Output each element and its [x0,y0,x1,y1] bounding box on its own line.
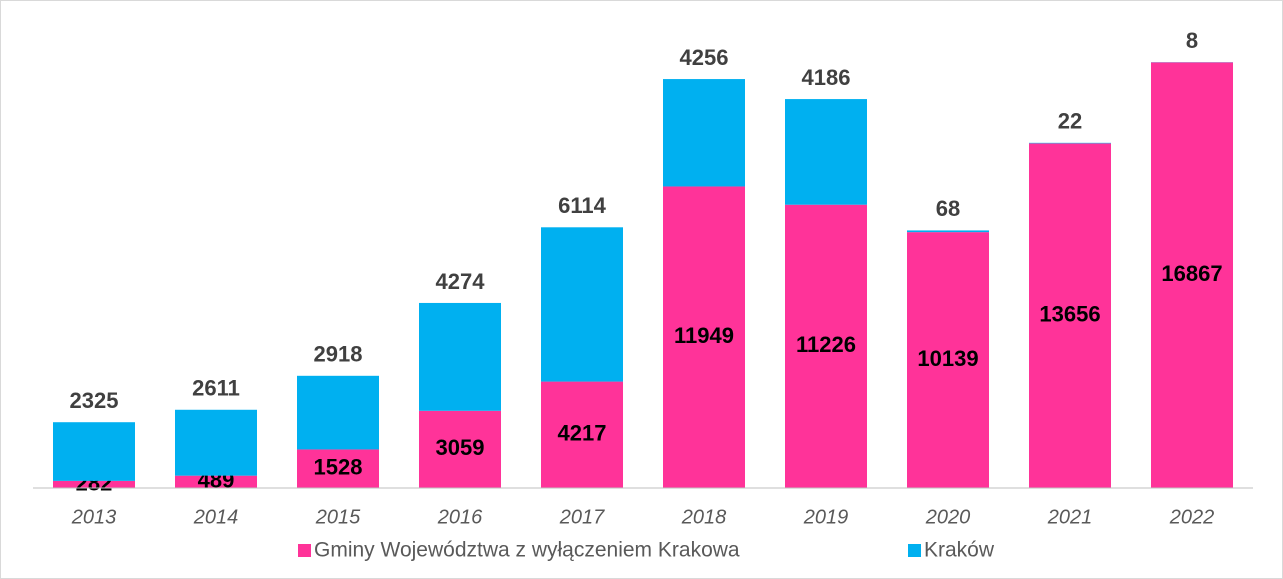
bar-segment [907,232,989,488]
bar-segment [53,422,135,481]
x-tick-label: 2021 [1047,506,1093,528]
legend-swatch [908,544,921,557]
data-label: 2918 [314,342,363,367]
x-tick-label: 2017 [559,506,605,528]
data-label: 1528 [314,455,363,480]
bar-segment [663,79,745,187]
bar-segment [1151,62,1233,488]
data-label: 13656 [1039,302,1100,327]
data-label: 4274 [436,269,486,294]
data-label: 8 [1186,28,1198,53]
bar-segment [175,409,257,476]
data-label: 16867 [1161,261,1222,286]
data-label: 6114 [558,193,606,218]
bar-segment [785,204,867,488]
bar-segment [663,186,745,488]
bar-segment [53,480,135,488]
bar-segment [907,230,989,233]
legend-label: Gminy Województwa z wyłączeniem Krakowa [314,539,740,562]
bar-segment [297,449,379,488]
bar-segment [785,99,867,205]
data-label: 4256 [680,45,729,70]
data-label: 11226 [796,332,856,357]
data-label: 11949 [674,323,734,348]
bar-segment [1029,143,1111,488]
x-tick-label: 2015 [315,506,361,528]
bar-segment [1029,142,1111,144]
data-label: 4217 [558,421,607,446]
legend-swatch [298,544,311,557]
data-label: 4186 [802,65,851,90]
bar-segment [419,410,501,488]
bar-segment [541,227,623,382]
x-tick-label: 2013 [71,506,117,528]
bar-segment [297,375,379,450]
x-tick-label: 2016 [437,506,483,528]
x-tick-label: 2018 [681,506,727,528]
data-label: 2611 [192,376,240,401]
data-label: 10139 [917,346,978,371]
data-label: 68 [936,196,960,221]
data-label: 3059 [436,435,485,460]
x-tick-label: 2022 [1169,506,1215,528]
x-tick-label: 2019 [803,506,849,528]
bar-segment [419,302,501,411]
data-label: 2325 [70,388,119,413]
bar-segment [175,475,257,488]
x-tick-label: 2014 [193,506,239,528]
data-label: 22 [1058,109,1082,134]
legend-label: Kraków [924,539,995,562]
x-tick-label: 2020 [925,506,971,528]
bar-segment [541,381,623,488]
